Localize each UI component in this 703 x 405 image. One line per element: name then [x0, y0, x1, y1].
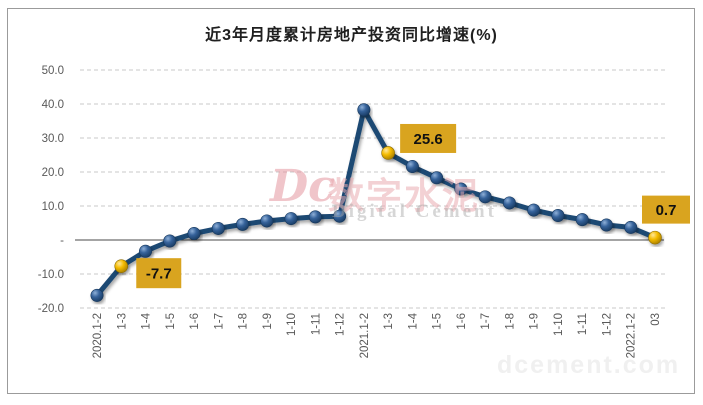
x-axis-tick-label: 1-9: [529, 313, 541, 330]
y-axis-tick-label: 50.0: [42, 65, 64, 77]
data-point-highlighted: [648, 230, 662, 245]
x-axis-tick-label: 1-6: [456, 313, 468, 330]
x-axis-tick-label: 1-12: [335, 313, 347, 336]
y-axis-tick-label: -: [60, 235, 64, 247]
data-label-box: [136, 258, 182, 289]
data-point: [430, 171, 444, 185]
chart-title: 近3年月度累计房地产投资同比增速(%): [205, 27, 498, 44]
x-axis-tick-label: 2021.1-2: [359, 313, 371, 358]
x-axis-tick-label: 1-5: [165, 313, 177, 330]
x-axis-tick-label: 03: [650, 313, 662, 326]
data-point: [236, 217, 250, 231]
x-axis-tick-label: 1-10: [553, 313, 565, 336]
y-axis-tick-label: -10.0: [38, 269, 64, 281]
x-axis-tick-label: 2022.1-2: [626, 313, 638, 358]
y-axis-tick-label: 20.0: [42, 167, 64, 179]
data-point: [90, 288, 104, 302]
data-label-text: 0.7: [656, 202, 677, 219]
x-axis-tick-label: 2020.1-2: [92, 313, 104, 358]
y-axis-tick-label: 40.0: [42, 99, 64, 111]
x-axis-tick-label: 1-9: [262, 313, 274, 330]
x-axis-tick-label: 1-7: [480, 313, 492, 330]
x-axis-tick-label: 1-10: [286, 313, 298, 336]
data-point-highlighted: [114, 259, 129, 273]
x-axis-tick-label: 1-7: [213, 313, 225, 330]
data-point: [139, 244, 153, 258]
data-label-box: [400, 123, 457, 153]
data-point: [527, 203, 541, 217]
data-point: [551, 209, 565, 223]
data-point: [624, 220, 638, 234]
data-point: [599, 218, 613, 232]
data-point: [454, 182, 468, 196]
x-axis-tick-label: 1-12: [601, 313, 613, 336]
y-axis-tick-label: 10.0: [42, 201, 64, 213]
data-point: [187, 227, 201, 241]
x-axis-tick-label: 1-11: [310, 313, 322, 335]
data-point: [260, 214, 274, 228]
data-point: [333, 209, 347, 223]
x-axis-tick-label: 1-11: [577, 313, 589, 335]
y-axis-tick-label: -20.0: [38, 303, 64, 315]
data-point: [211, 221, 225, 235]
data-point: [163, 234, 177, 248]
x-axis-tick-label: 1-3: [116, 313, 128, 330]
data-point: [478, 190, 492, 204]
x-axis-tick-label: 1-8: [238, 313, 250, 330]
data-label-text: 25.6: [414, 131, 443, 148]
data-point: [405, 160, 419, 174]
x-axis-tick-label: 1-5: [432, 313, 444, 330]
x-axis-tick-label: 1-3: [383, 313, 395, 330]
y-axis-tick-label: 30.0: [42, 133, 64, 145]
data-point: [308, 210, 322, 224]
data-point: [502, 196, 516, 210]
chart-border-frame: [7, 8, 695, 394]
data-label-text: -7.7: [146, 266, 172, 283]
x-axis-tick-label: 1-8: [504, 313, 516, 330]
x-axis-tick-label: 1-4: [407, 312, 419, 329]
data-point-highlighted: [381, 146, 395, 160]
data-point: [575, 213, 589, 227]
data-label-box: [642, 195, 690, 224]
x-axis-tick-label: 1-4: [141, 312, 153, 329]
data-point: [284, 212, 298, 226]
x-axis-tick-label: 1-6: [189, 313, 201, 330]
data-point: [357, 103, 371, 117]
